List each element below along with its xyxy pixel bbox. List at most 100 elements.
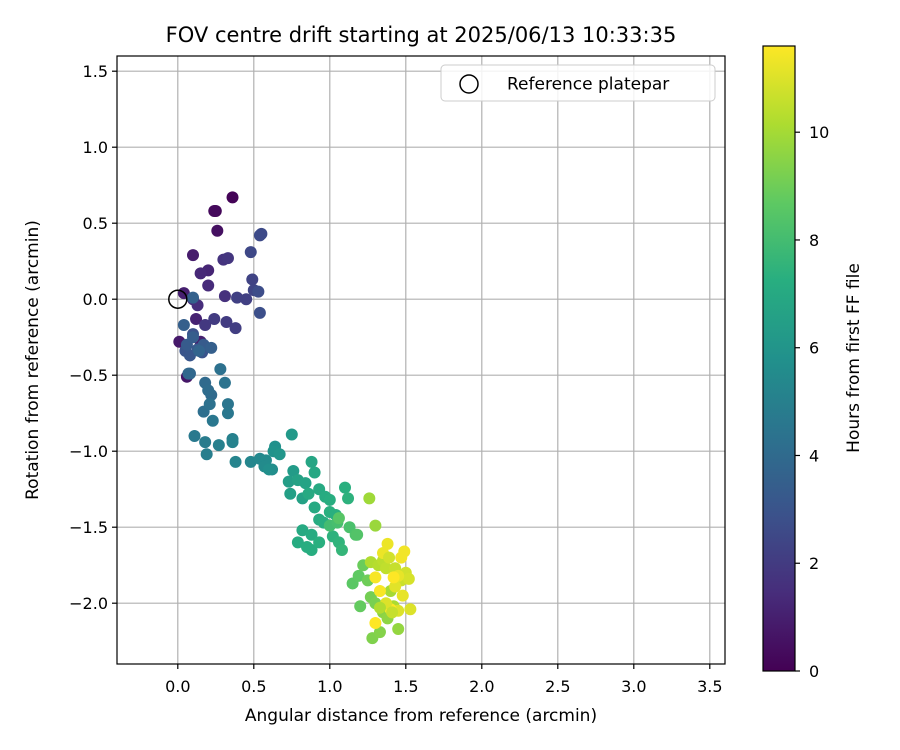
data-point — [177, 319, 190, 332]
data-point — [221, 252, 234, 265]
data-point — [352, 569, 365, 582]
data-point — [282, 475, 295, 488]
data-point — [302, 487, 315, 500]
plot-frame — [116, 55, 726, 665]
colorbar-tick-label: 0 — [809, 662, 819, 681]
data-point — [226, 436, 239, 449]
data-point — [373, 585, 386, 598]
data-point — [402, 572, 415, 585]
colorbar-tick-label: 4 — [809, 446, 819, 465]
data-point — [308, 466, 321, 479]
data-point — [383, 551, 396, 564]
x-tick-label: 1.5 — [393, 677, 418, 696]
data-point — [205, 341, 218, 354]
data-point — [363, 492, 376, 505]
data-point — [305, 528, 318, 541]
data-point — [212, 439, 225, 452]
data-point — [381, 537, 394, 550]
y-axis-ticks: −2.0 −1.5 −1.0 −0.5 0.0 0.5 1.0 1.5 — [69, 62, 117, 613]
data-point — [404, 603, 417, 616]
data-point — [229, 322, 242, 335]
x-tick-label: 2.5 — [545, 677, 570, 696]
data-point — [313, 536, 326, 549]
data-point — [387, 571, 400, 584]
data-point — [199, 436, 212, 449]
data-point — [263, 463, 275, 476]
data-point — [373, 601, 386, 614]
data-point — [351, 528, 364, 541]
data-point — [187, 291, 199, 304]
data-point — [226, 191, 239, 204]
data-point — [193, 344, 206, 357]
data-point — [354, 600, 367, 613]
data-point — [199, 319, 212, 332]
data-point — [203, 398, 216, 411]
x-tick-label: 3.5 — [697, 677, 722, 696]
data-point — [389, 580, 402, 593]
colorbar-label: Hours from first FF file — [844, 263, 864, 453]
y-tick-label: −1.0 — [69, 442, 108, 461]
x-tick-label: 3.0 — [621, 677, 646, 696]
y-tick-label: 1.0 — [83, 138, 108, 157]
data-point — [182, 367, 195, 380]
data-point — [291, 536, 304, 549]
data-point — [221, 407, 234, 420]
data-point — [395, 551, 408, 564]
y-axis-label: Rotation from reference (arcmin) — [23, 220, 43, 500]
data-point — [187, 331, 199, 344]
data-point — [229, 455, 242, 468]
data-point — [221, 398, 234, 411]
colorbar-tick-label: 2 — [809, 554, 819, 573]
data-point — [287, 464, 300, 477]
data-point — [285, 428, 298, 441]
data-point — [202, 279, 215, 292]
data-point — [246, 273, 259, 286]
colorbar-tick-label: 6 — [809, 339, 819, 358]
legend: Reference platepar — [440, 64, 716, 102]
chart-title: FOV centre drift starting at 2025/06/13 … — [166, 23, 677, 47]
legend-label-reference: Reference platepar — [507, 75, 669, 95]
data-point — [380, 562, 393, 575]
data-point — [187, 249, 199, 262]
data-point — [299, 477, 312, 490]
y-tick-label: 0.5 — [83, 214, 108, 233]
data-point — [200, 448, 213, 461]
y-tick-label: 0.0 — [83, 290, 108, 309]
legend-marker-reference — [459, 74, 479, 94]
reference-platepar-marker — [168, 289, 188, 309]
data-point — [369, 519, 382, 532]
data-point — [208, 205, 221, 218]
data-point — [369, 571, 382, 584]
data-point — [335, 544, 348, 556]
colorbar-tick-label: 10 — [809, 123, 829, 142]
data-point — [190, 312, 203, 325]
data-point — [208, 312, 221, 325]
grid-lines — [117, 56, 725, 664]
data-point — [218, 290, 231, 303]
data-point — [339, 481, 351, 494]
data-point — [244, 246, 257, 259]
legend-box — [440, 64, 716, 102]
data-point — [211, 224, 224, 237]
y-tick-label: −0.5 — [69, 366, 108, 385]
x-tick-label: 0.0 — [165, 677, 190, 696]
y-tick-label: 1.5 — [83, 62, 108, 81]
data-point — [273, 448, 286, 461]
y-tick-label: −1.5 — [69, 518, 108, 537]
data-point — [220, 316, 233, 328]
x-axis-label: Angular distance from reference (arcmin) — [245, 706, 597, 726]
y-tick-label: −2.0 — [69, 594, 108, 613]
data-point — [244, 455, 257, 468]
colorbar: 0 2 4 6 8 10 Hours from first FF file — [762, 45, 864, 681]
x-tick-label: 0.5 — [241, 677, 266, 696]
data-point — [305, 544, 318, 556]
x-tick-label: 1.0 — [317, 677, 342, 696]
x-axis-ticks: 0.0 0.5 1.0 1.5 2.0 2.5 3.0 3.5 — [165, 664, 723, 696]
data-point — [323, 493, 336, 506]
data-point — [373, 626, 386, 639]
data-point — [202, 384, 215, 397]
data-point — [240, 293, 253, 306]
data-point — [296, 524, 309, 537]
data-point — [206, 414, 219, 427]
